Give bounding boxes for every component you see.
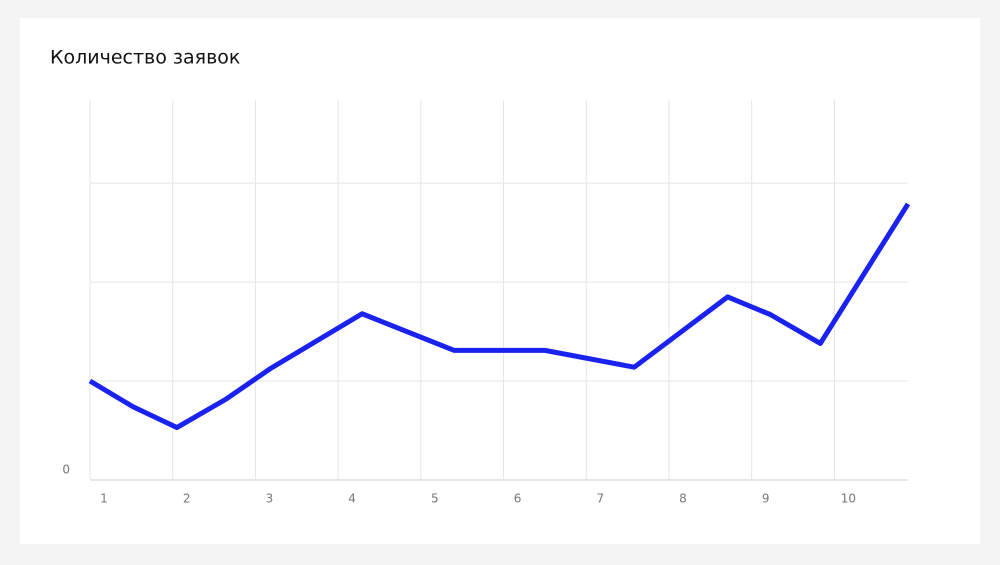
x-tick-label: 3 <box>266 492 274 506</box>
x-tick-label: 7 <box>596 492 604 506</box>
chart-title: Количество заявок <box>50 47 240 69</box>
x-tick-label: 1 <box>100 492 108 506</box>
x-tick-label: 8 <box>679 492 687 506</box>
x-tick-label: 2 <box>183 492 191 506</box>
x-tick-label: 6 <box>514 492 522 506</box>
x-tick-label: 5 <box>431 492 439 506</box>
data-line <box>88 202 911 431</box>
x-tick-label: 10 <box>841 492 856 506</box>
x-tick-label: 9 <box>762 492 770 506</box>
x-tick-label: 4 <box>348 492 356 506</box>
card <box>20 18 980 544</box>
y-tick-label: 0 <box>62 463 70 477</box>
